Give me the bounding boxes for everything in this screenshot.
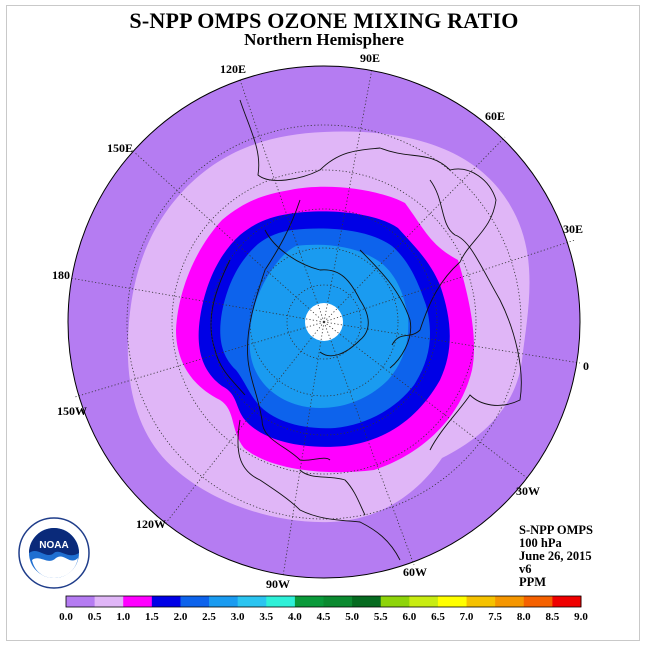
instrument-label: S-NPP OMPS [519,523,593,537]
colorbar-tick-label: 7.0 [460,611,474,623]
colorbar-swatch [123,596,153,607]
colorbar-swatch [237,596,267,607]
colorbar-tick-label: 2.5 [202,611,216,623]
colorbar-swatch [209,596,239,607]
colorbar-swatch [94,596,124,607]
colorbar-tick-label: 2.0 [174,611,188,623]
noaa-logo-text: NOAA [39,540,68,551]
lon-label-60w: 60W [403,565,427,579]
colorbar-swatch [437,596,468,607]
lon-label-150e: 150E [107,141,133,155]
colorbar-swatch [523,596,553,607]
coastlines [210,99,522,561]
colorbar-tick-label: 9.0 [574,611,588,623]
colorbar-swatch [352,596,382,607]
lon-label-120e: 120E [220,62,246,76]
colorbar-tick-label: 6.5 [431,611,445,623]
colorbar-tick-label: 0.5 [88,611,102,623]
colorbar-swatch [466,596,496,607]
info-box: S-NPP OMPS 100 hPa June 26, 2015 v6 PPM [519,524,593,589]
colorbar-swatch [495,596,525,607]
colorbar-tick-label: 0.0 [59,611,73,623]
colorbar-swatch [409,596,439,607]
colorbar-tick-label: 5.5 [374,611,388,623]
version-label: v6 [519,562,532,576]
colorbar-tick-label: 4.5 [317,611,331,623]
pressure-level: 100 hPa [519,536,562,550]
colorbar-border [65,595,582,608]
lon-label-0: 0 [583,359,589,373]
colorbar-tick-label: 1.0 [116,611,130,623]
figure-frame [6,5,640,641]
lon-label-90w: 90W [266,577,290,591]
map-boundary [67,65,581,579]
date-label: June 26, 2015 [519,549,592,563]
colorbar-swatch [180,596,210,607]
colorbar-tick-label: 6.0 [402,611,416,623]
noaa-logo: NOAA [18,517,90,589]
colorbar-tick-label: 3.0 [231,611,245,623]
graticule [69,68,581,577]
lon-label-90e: 90E [360,51,380,65]
map-subtitle: Northern Hemisphere [244,30,404,49]
colorbar-tick-label: 7.5 [488,611,502,623]
lon-label-150w: 150W [57,404,87,418]
lon-label-180: 180 [52,268,70,282]
colorbar-swatch [380,596,410,607]
colorbar-swatch [294,596,324,607]
lon-label-120w: 120W [136,517,166,531]
lon-label-60e: 60E [485,109,505,123]
colorbar-swatch [151,596,181,607]
lon-label-30w: 30W [516,484,540,498]
colorbar-swatch [323,596,353,607]
colorbar-swatch [266,596,296,607]
colorbar-tick-label: 8.0 [517,611,531,623]
colorbar-tick-label: 5.0 [345,611,359,623]
colorbar-tick-label: 3.5 [259,611,273,623]
colorbar: 0.0 0.5 1.0 1.5 2.0 2.5 3.0 3.5 4.0 4.5 5.0 5.5 6.0 6… [59,595,588,623]
colorbar-swatch [552,596,582,607]
colorbar-tick-label: 8.5 [546,611,560,623]
lon-label-30e: 30E [563,222,583,236]
colorbar-tick-label: 4.0 [288,611,302,623]
colorbar-swatch [66,596,96,607]
units-label: PPM [519,575,547,589]
map-title: S-NPP OMPS OZONE MIXING RATIO [129,8,519,33]
colorbar-tick-label: 1.5 [145,611,159,623]
